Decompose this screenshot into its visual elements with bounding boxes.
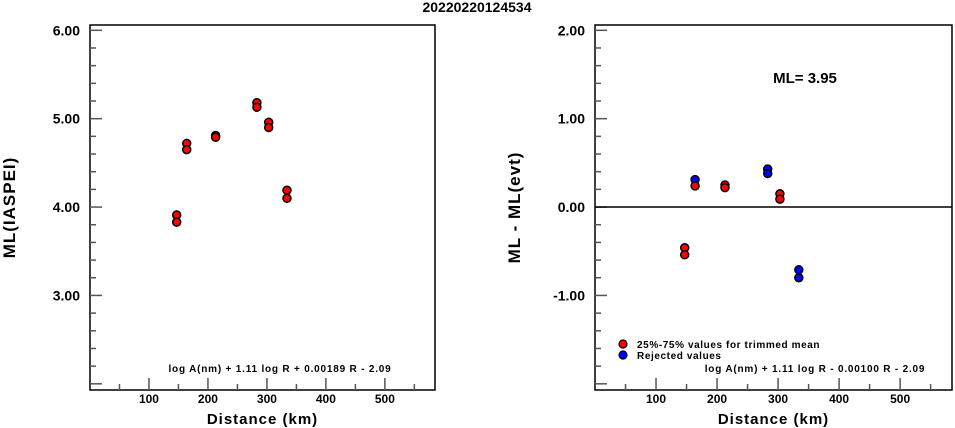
- data-point-trimmed: [263, 122, 274, 133]
- data-point-rejected: [762, 168, 773, 179]
- y-axis-label: ML - ML(evt): [505, 152, 524, 264]
- figure-title: 20220220124534: [422, 0, 531, 15]
- data-point-trimmed: [181, 144, 192, 155]
- x-tick-label: 200: [707, 392, 727, 406]
- data-point-trimmed: [210, 132, 221, 142]
- x-tick-label: 500: [375, 392, 395, 406]
- x-tick-label: 500: [890, 392, 910, 406]
- data-point-trimmed: [252, 102, 262, 112]
- y-tick-label: 2.00: [558, 22, 585, 38]
- data-point-trimmed: [282, 185, 292, 196]
- legend-label: Rejected values: [637, 351, 722, 362]
- y-tick-label: 6.00: [53, 22, 80, 38]
- y-tick-label: -1.00: [553, 287, 585, 303]
- data-point-trimmed: [775, 194, 785, 204]
- y-tick-label: 5.00: [53, 111, 80, 127]
- plot-frame: [89, 24, 436, 391]
- data-point-trimmed: [679, 250, 690, 260]
- y-tick-label: 4.00: [53, 199, 80, 215]
- data-point-trimmed: [171, 217, 182, 227]
- ml-label: ML= 3.95: [773, 70, 837, 87]
- x-tick-label: 100: [139, 392, 159, 406]
- x-axis-label: Distance (km): [718, 411, 829, 428]
- formula-annotation: log A(nm) + 1.11 log R + 0.00189 R - 2.0…: [168, 364, 391, 375]
- x-tick-label: 400: [316, 392, 336, 406]
- x-tick-label: 200: [198, 392, 218, 406]
- data-point-rejected: [794, 265, 804, 275]
- y-tick-label: 3.00: [53, 287, 80, 303]
- x-tick-label: 400: [829, 392, 849, 406]
- x-axis-label: Distance (km): [207, 411, 318, 428]
- data-point-trimmed: [282, 193, 292, 203]
- data-point-rejected: [794, 273, 804, 283]
- data-point-trimmed: [690, 181, 700, 191]
- x-tick-label: 100: [646, 392, 666, 406]
- y-axis-label: ML(IASPEI): [0, 157, 19, 259]
- legend-marker-rejected: [618, 350, 628, 360]
- legend-marker-trimmed: [618, 339, 628, 349]
- y-tick-label: 1.00: [558, 111, 585, 127]
- formula-annotation: log A(nm) + 1.11 log R - 0.00100 R - 2.0…: [705, 364, 926, 375]
- legend-label: 25%-75% values for trimmed mean: [637, 340, 820, 351]
- x-tick-label: 300: [257, 392, 277, 406]
- y-tick-label: 0.00: [558, 199, 585, 215]
- x-tick-label: 300: [768, 392, 788, 406]
- data-point-trimmed: [720, 182, 730, 193]
